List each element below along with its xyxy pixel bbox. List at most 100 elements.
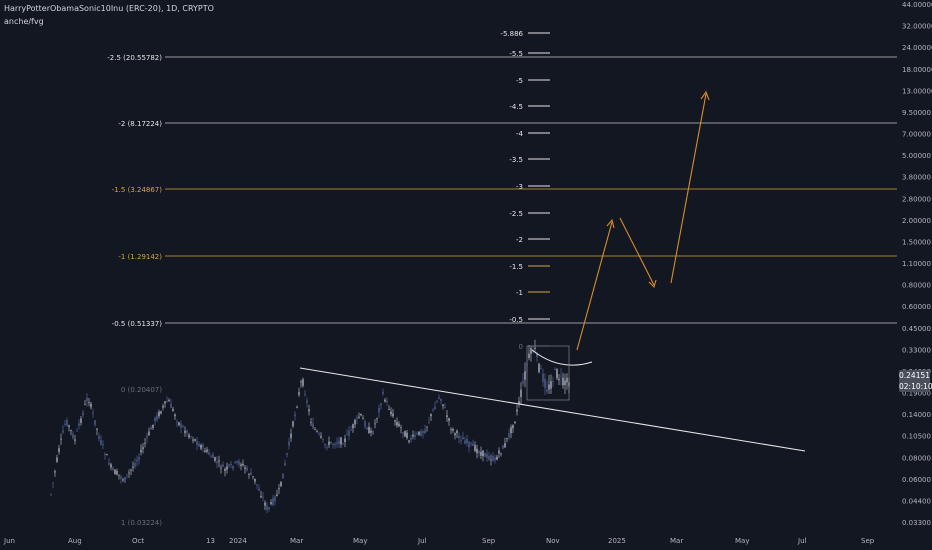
candle-body (224, 469, 226, 471)
drawings (299, 90, 806, 452)
candle-body (388, 409, 390, 410)
candle-body (410, 437, 412, 441)
price-tick-label: 0.80000 (902, 282, 931, 290)
candle-body (170, 403, 172, 408)
candle-body (260, 495, 262, 498)
candle-body (428, 421, 430, 423)
candle-body (504, 443, 506, 448)
candle-body (130, 469, 132, 471)
projection-arrow-3 (670, 93, 707, 284)
price-tick-label: 0.45000 (902, 325, 931, 333)
candle-body (404, 431, 406, 437)
candle-body (498, 450, 500, 454)
price-tick-label: 0.08000 (902, 454, 931, 462)
fib-mid-label: -4.5 (509, 103, 523, 111)
arrowhead-1 (606, 218, 615, 229)
candle-body (438, 397, 440, 399)
candle-body (564, 380, 566, 386)
candle-body (196, 441, 198, 445)
candle-body (424, 429, 426, 434)
candle-body (376, 418, 378, 419)
candle-body (142, 447, 144, 450)
candle-body (82, 412, 84, 416)
candle-body (78, 423, 80, 426)
candle-body (542, 373, 544, 382)
candle-body (242, 463, 244, 466)
candle-body (204, 450, 206, 453)
candle-body (268, 507, 270, 510)
price-tick-label: 0.04400 (902, 497, 931, 505)
price-tick-label: 0.19000 (902, 390, 931, 398)
price-tick-label: 3.80000 (902, 174, 931, 182)
candle-body (108, 462, 110, 465)
candle-body (370, 430, 372, 433)
candle-body (408, 440, 410, 442)
time-tick-label: Jun (3, 537, 15, 545)
candle-body (262, 497, 264, 498)
candle-body (234, 461, 236, 463)
price-tick-label: 18.00000 (902, 66, 932, 74)
price-tick-label: 2.80000 (902, 195, 931, 203)
price-tick-label: 0.14000 (902, 411, 931, 419)
candle-body (396, 421, 398, 426)
candle-body (432, 409, 434, 411)
fib-mid-label: -5.5 (509, 50, 523, 58)
price-axis: 44.00000 32.00000 24.00000 18.00000 13.00000… (902, 1, 932, 527)
candle-body (446, 415, 448, 418)
candle-body (338, 440, 340, 445)
candle-body (182, 426, 184, 428)
candle-body (398, 423, 400, 427)
candle-body (150, 427, 152, 430)
candle-body (418, 431, 420, 435)
candle-body (500, 453, 502, 454)
candle-body (118, 474, 120, 476)
price-tick-label: 0.60000 (902, 303, 931, 311)
candle-body (312, 423, 314, 429)
candle-body (328, 441, 330, 445)
time-tick-label: Aug (68, 537, 82, 545)
candle-body (252, 476, 254, 477)
candle-body (302, 379, 304, 386)
candle-body (74, 439, 76, 441)
candle-body (52, 482, 54, 484)
candle-body (212, 454, 214, 458)
fib-level-label: -2.5 (20.55782) (107, 54, 162, 62)
candle-body (360, 414, 362, 416)
candle-body (492, 456, 494, 461)
fib-mid-label: -1 (516, 289, 523, 297)
candle-body (88, 402, 90, 403)
candle-body (64, 423, 66, 425)
candle-series (50, 339, 570, 514)
candle-body (350, 429, 352, 431)
candle-body (522, 380, 524, 384)
candle-body (100, 439, 102, 445)
fib-mid-label: -4 (516, 130, 524, 138)
candle-body (94, 420, 96, 425)
candle-body (420, 431, 422, 436)
candle-body (112, 467, 114, 470)
candle-body (266, 505, 268, 510)
time-tick-label: Jul (417, 537, 427, 545)
candle-body (208, 452, 210, 455)
fib-level-label: 0 (0.20407) (121, 386, 162, 394)
candle-body (354, 419, 356, 425)
fib-mid-label: -2.5 (509, 210, 523, 218)
candle-body (180, 423, 182, 428)
candle-body (390, 411, 392, 415)
time-tick-label: Mar (290, 537, 303, 545)
fib-mid-scale: -5.886 -5.5 -5 -4.5 -4 -3.5 -3 -2.5 -2 -1.5 -1 -0.5… (500, 30, 550, 351)
candle-body (352, 424, 354, 429)
candle-body (164, 401, 166, 404)
candle-body (154, 417, 156, 422)
candle-body (240, 464, 242, 466)
candle-body (238, 461, 240, 465)
candle-body (518, 401, 520, 404)
candle-body (502, 445, 504, 449)
candle-body (476, 448, 478, 454)
candle-body (56, 457, 58, 462)
candle-body (512, 424, 514, 429)
candle-body (346, 433, 348, 435)
candle-body (544, 378, 546, 388)
